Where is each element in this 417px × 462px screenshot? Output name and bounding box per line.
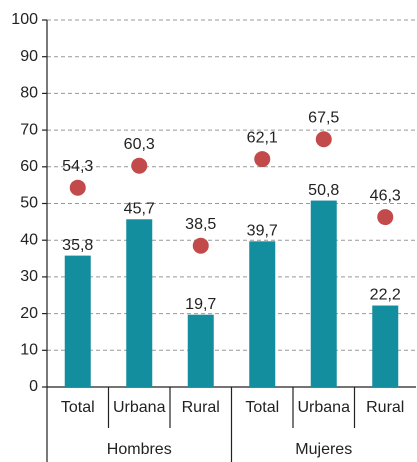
x-tick-label: Urbana	[113, 399, 166, 416]
y-tick-label: 100	[11, 11, 38, 28]
bar-value-label: 50,8	[308, 182, 339, 199]
dot-value-label: 60,3	[124, 136, 155, 153]
group-label: Mujeres	[295, 441, 352, 458]
y-tick-label: 80	[20, 85, 38, 102]
bar-value-label: 45,7	[124, 200, 155, 217]
y-tick-label: 30	[20, 268, 38, 285]
bar	[310, 200, 337, 387]
dot-value-label: 67,5	[308, 109, 339, 126]
bar-value-label: 19,7	[185, 296, 216, 313]
bar	[249, 241, 276, 387]
bar	[187, 314, 214, 387]
bar	[126, 219, 153, 387]
y-tick-label: 40	[20, 231, 38, 248]
dot-value-label: 38,5	[185, 216, 216, 233]
dot	[377, 209, 394, 226]
y-tick-label: 50	[20, 195, 38, 212]
bar-value-label: 39,7	[247, 223, 278, 240]
group-label: Hombres	[107, 441, 172, 458]
dot-value-label: 54,3	[62, 158, 93, 175]
x-tick-label: Total	[245, 399, 279, 416]
dot	[69, 179, 86, 196]
y-tick-label: 10	[20, 342, 38, 359]
dot	[315, 131, 332, 148]
dot-value-label: 62,1	[247, 129, 278, 146]
y-tick-label: 70	[20, 121, 38, 138]
x-tick-label: Rural	[366, 399, 404, 416]
dot	[192, 237, 209, 254]
bar	[372, 305, 399, 387]
y-tick-label: 0	[29, 378, 38, 395]
x-tick-label: Rural	[182, 399, 220, 416]
bar-value-label: 35,8	[62, 237, 93, 254]
x-tick-label: Total	[61, 399, 95, 416]
y-tick-label: 20	[20, 305, 38, 322]
x-tick-label: Urbana	[298, 399, 351, 416]
bar	[64, 255, 91, 387]
bar-value-label: 22,2	[370, 287, 401, 304]
dot	[254, 151, 271, 168]
dot-value-label: 46,3	[370, 187, 401, 204]
dot	[131, 157, 148, 174]
y-tick-label: 90	[20, 48, 38, 65]
y-tick-label: 60	[20, 158, 38, 175]
